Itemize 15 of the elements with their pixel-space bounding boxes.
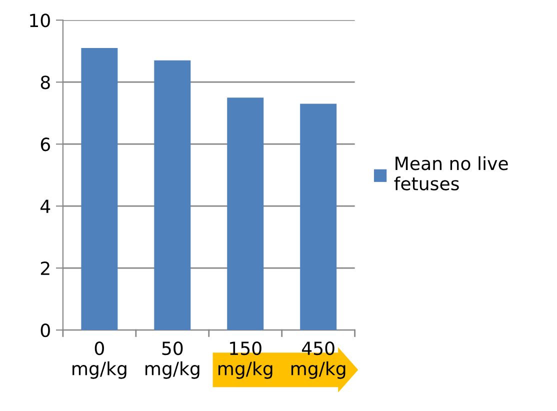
y-tick-label: 2 xyxy=(40,262,50,275)
y-tick-label: 0 xyxy=(40,323,50,338)
bar xyxy=(154,60,191,330)
x-tick-label: 50 mg/kg xyxy=(146,341,200,379)
y-tick-label: 10 xyxy=(30,14,50,28)
legend-label: Mean no live fetuses xyxy=(394,156,508,190)
y-tick-label: 6 xyxy=(40,138,50,152)
x-tick-label: 150 mg/kg xyxy=(218,341,272,379)
bar xyxy=(300,104,337,330)
x-tick-label: 450 mg/kg xyxy=(291,341,346,379)
bar xyxy=(227,98,264,330)
x-tick-label: 0 mg/kg xyxy=(72,341,126,379)
bar xyxy=(81,48,118,330)
y-tick-label: 4 xyxy=(40,200,50,213)
y-tick-label: 8 xyxy=(40,76,50,90)
